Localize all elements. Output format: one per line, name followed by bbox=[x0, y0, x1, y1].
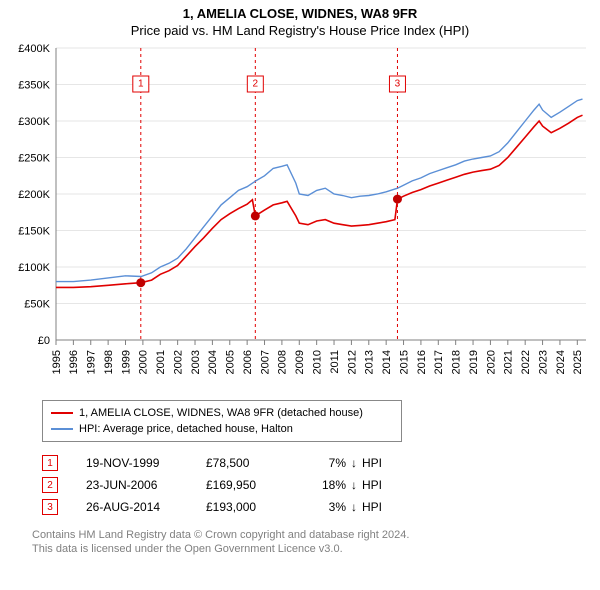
sale-number-box: 1 bbox=[42, 455, 58, 471]
legend-label: 1, AMELIA CLOSE, WIDNES, WA8 9FR (detach… bbox=[79, 405, 363, 421]
sale-row: 1 19-NOV-1999£78,5007%↓HPI bbox=[42, 452, 592, 474]
series-hpi bbox=[56, 99, 583, 282]
x-tick-label: 2025 bbox=[572, 350, 584, 374]
sales-table: 119-NOV-1999£78,5007%↓HPI223-JUN-2006£16… bbox=[42, 452, 592, 518]
x-tick-label: 2021 bbox=[503, 350, 515, 374]
x-tick-label: 1999 bbox=[120, 350, 132, 374]
chart-svg: £0 £50K £100K £150K £200K £250K £300K £350K £400… bbox=[8, 44, 592, 394]
y-tick-label: £150K bbox=[18, 226, 50, 238]
x-tick-label: 2006 bbox=[242, 350, 254, 374]
x-tick-label: 2002 bbox=[172, 350, 184, 374]
sale-marker-num: 1 bbox=[138, 79, 144, 90]
sale-row: 2 23-JUN-2006£169,95018%↓HPI bbox=[42, 474, 592, 496]
x-tick-label: 2017 bbox=[433, 350, 445, 374]
x-tick-label: 2024 bbox=[555, 350, 567, 374]
legend-row: HPI: Average price, detached house, Halt… bbox=[51, 421, 393, 437]
x-tick-label: 1997 bbox=[86, 350, 98, 374]
legend-label: HPI: Average price, detached house, Halt… bbox=[79, 421, 293, 437]
x-tick-label: 2007 bbox=[259, 350, 271, 374]
x-tick-label: 1996 bbox=[68, 350, 80, 374]
y-tick-label: £100K bbox=[18, 262, 50, 274]
y-tick-label: £200K bbox=[18, 189, 50, 201]
sale-pct: 7% bbox=[306, 456, 346, 470]
legend-row: 1, AMELIA CLOSE, WIDNES, WA8 9FR (detach… bbox=[51, 405, 393, 421]
sale-price: £193,000 bbox=[206, 500, 306, 514]
down-arrow-icon: ↓ bbox=[346, 500, 362, 514]
x-tick-label: 2005 bbox=[225, 350, 237, 374]
x-tick-label: 1995 bbox=[51, 350, 63, 374]
x-tick-label: 2012 bbox=[346, 350, 358, 374]
x-tick-label: 2015 bbox=[398, 350, 410, 374]
sale-pct: 18% bbox=[306, 478, 346, 492]
sale-dot bbox=[393, 195, 402, 204]
footer-line-1: Contains HM Land Registry data © Crown c… bbox=[32, 528, 592, 542]
sale-dot bbox=[136, 278, 145, 287]
x-tick-label: 1998 bbox=[103, 350, 115, 374]
y-tick-label: £300K bbox=[18, 116, 50, 128]
price-chart: £0 £50K £100K £150K £200K £250K £300K £350K £400… bbox=[8, 44, 592, 394]
sale-hpi-label: HPI bbox=[362, 478, 402, 492]
sale-hpi-label: HPI bbox=[362, 456, 402, 470]
x-tick-label: 2009 bbox=[294, 350, 306, 374]
sale-pct: 3% bbox=[306, 500, 346, 514]
x-tick-label: 2022 bbox=[520, 350, 532, 374]
y-tick-label: £0 bbox=[38, 335, 50, 347]
x-tick-label: 2008 bbox=[277, 350, 289, 374]
x-tick-label: 2023 bbox=[537, 350, 549, 374]
down-arrow-icon: ↓ bbox=[346, 456, 362, 470]
y-tick-label: £400K bbox=[18, 44, 50, 55]
legend-swatch bbox=[51, 428, 73, 430]
x-tick-label: 2018 bbox=[451, 350, 463, 374]
sale-date: 23-JUN-2006 bbox=[86, 478, 206, 492]
sale-date: 19-NOV-1999 bbox=[86, 456, 206, 470]
x-tick-label: 2003 bbox=[190, 350, 202, 374]
x-tick-label: 2000 bbox=[138, 350, 150, 374]
x-tick-label: 2020 bbox=[485, 350, 497, 374]
sale-hpi-label: HPI bbox=[362, 500, 402, 514]
sale-marker-num: 2 bbox=[253, 79, 259, 90]
page-title: 1, AMELIA CLOSE, WIDNES, WA8 9FR bbox=[8, 6, 592, 21]
x-tick-label: 2019 bbox=[468, 350, 480, 374]
sale-date: 26-AUG-2014 bbox=[86, 500, 206, 514]
y-tick-label: £350K bbox=[18, 80, 50, 92]
sale-row: 3 26-AUG-2014£193,0003%↓HPI bbox=[42, 496, 592, 518]
x-tick-label: 2016 bbox=[416, 350, 428, 374]
sale-price: £78,500 bbox=[206, 456, 306, 470]
x-tick-label: 2014 bbox=[381, 350, 393, 374]
y-tick-label: £250K bbox=[18, 153, 50, 165]
footer-attribution: Contains HM Land Registry data © Crown c… bbox=[32, 528, 592, 556]
sale-dot bbox=[251, 211, 260, 220]
sale-number-box: 3 bbox=[42, 499, 58, 515]
footer-line-2: This data is licensed under the Open Gov… bbox=[32, 542, 592, 556]
page-subtitle: Price paid vs. HM Land Registry's House … bbox=[8, 23, 592, 38]
legend: 1, AMELIA CLOSE, WIDNES, WA8 9FR (detach… bbox=[42, 400, 402, 442]
x-tick-label: 2011 bbox=[329, 350, 341, 374]
legend-swatch bbox=[51, 412, 73, 414]
x-tick-label: 2013 bbox=[364, 350, 376, 374]
x-tick-label: 2004 bbox=[207, 350, 219, 374]
x-tick-label: 2001 bbox=[155, 350, 167, 374]
sale-number-box: 2 bbox=[42, 477, 58, 493]
sale-marker-num: 3 bbox=[395, 79, 401, 90]
sale-price: £169,950 bbox=[206, 478, 306, 492]
x-tick-label: 2010 bbox=[312, 350, 324, 374]
y-tick-label: £50K bbox=[24, 299, 50, 311]
down-arrow-icon: ↓ bbox=[346, 478, 362, 492]
series-property bbox=[56, 115, 583, 287]
